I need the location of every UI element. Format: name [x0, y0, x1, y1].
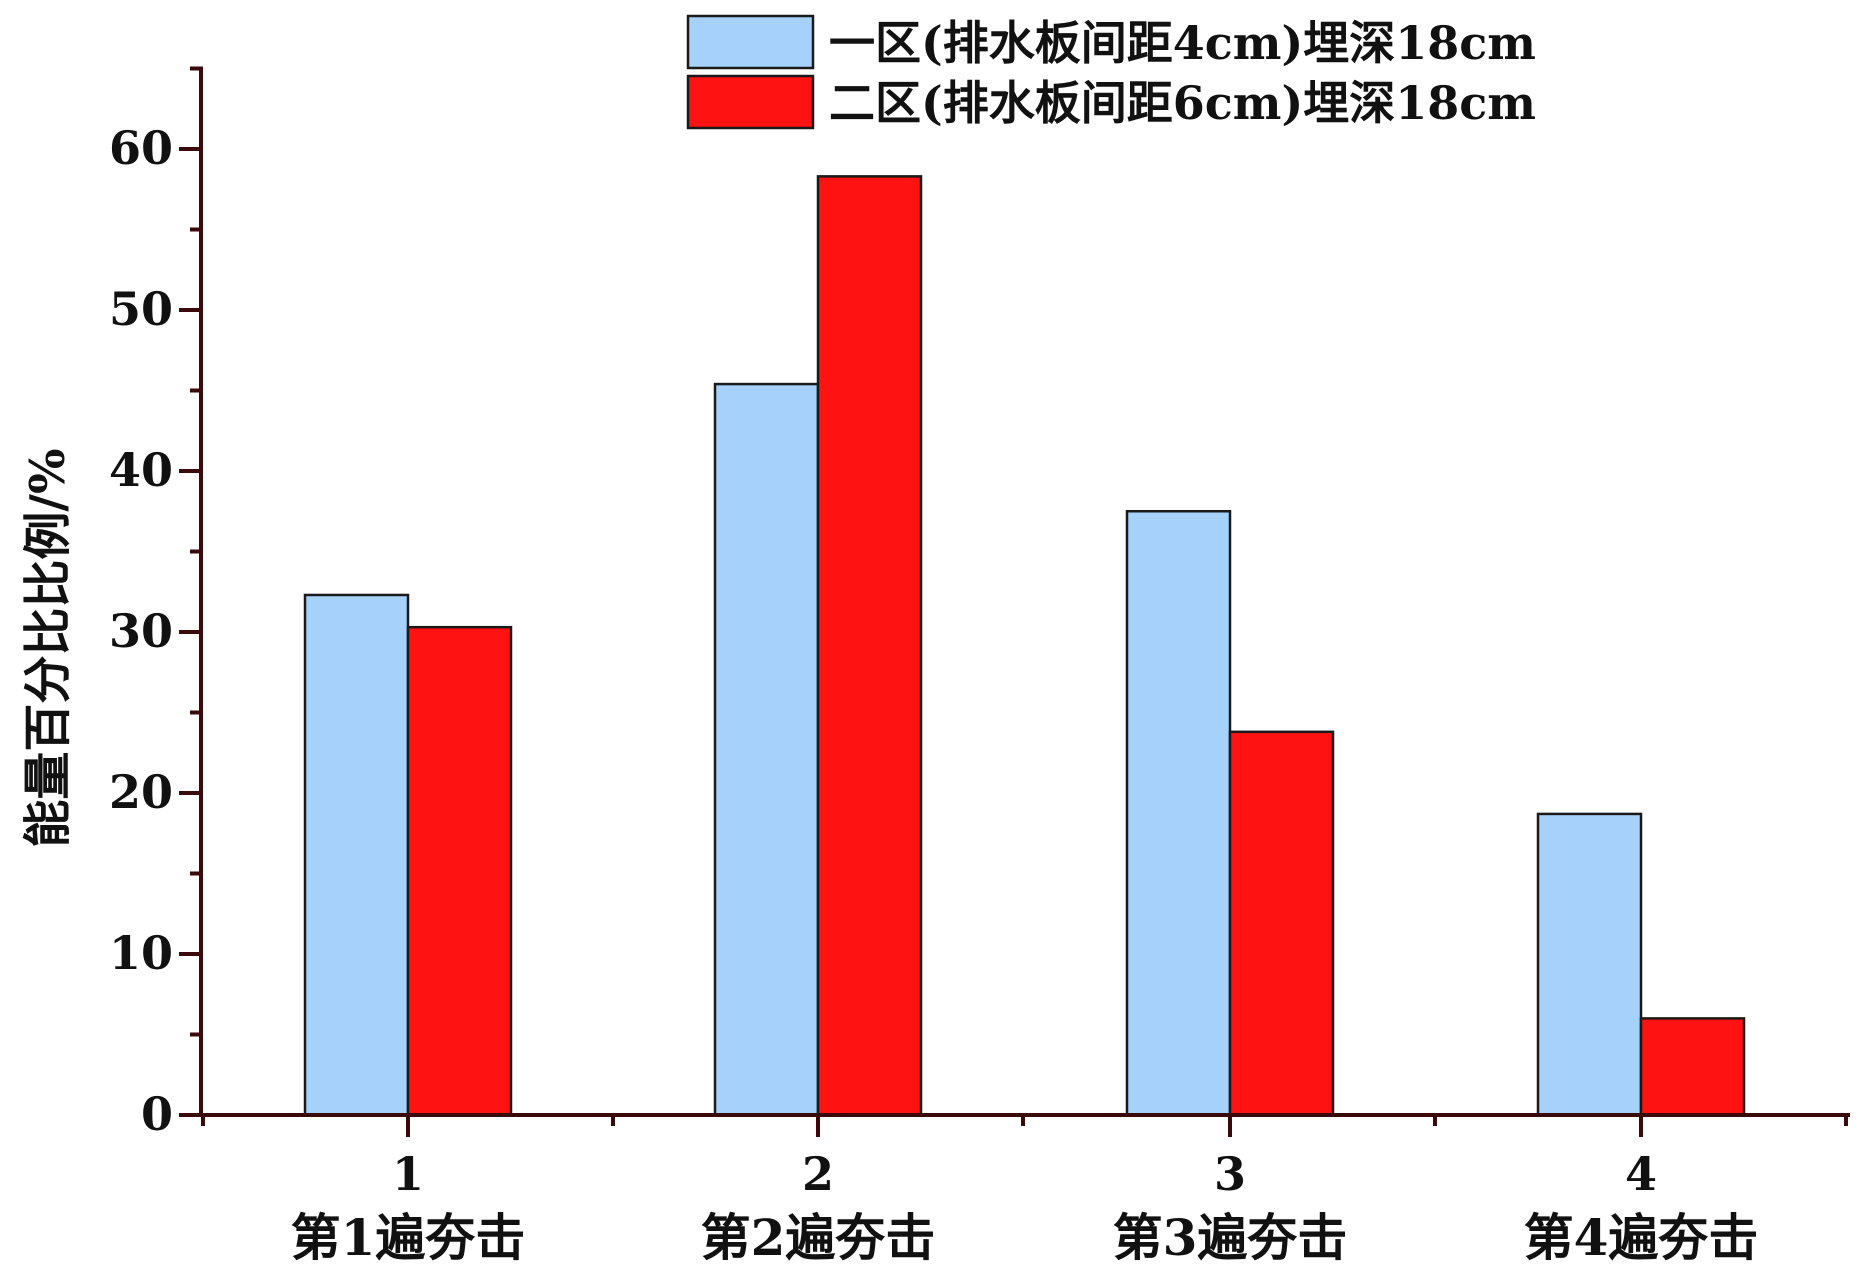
x-tick-sublabel: 第2遍夯击 — [701, 1208, 936, 1267]
legend-swatch-series2 — [686, 74, 815, 130]
axes-layer — [179, 66, 1850, 1137]
labels-layer: 0 10 20 30 40 50 60 1 第1遍夯击 2 第2遍夯击 3 第3遍夯击 4 第4遍夯击 能量百… — [20, 121, 1758, 1267]
y-tick-label: 10 — [109, 926, 173, 980]
y-tick-label: 50 — [109, 282, 173, 336]
x-tick-sublabel: 第4遍夯击 — [1524, 1208, 1759, 1267]
bar-series1-cat2 — [713, 382, 820, 1117]
bars-layer — [303, 175, 1746, 1117]
y-tick-label: 40 — [109, 443, 173, 497]
x-tick-label: 3 — [1214, 1147, 1246, 1201]
legend-swatch-series1 — [686, 14, 815, 70]
bar-series1-cat4 — [1536, 812, 1643, 1117]
legend-label-series2: 二区(排水板间距6cm)埋深18cm — [829, 76, 1536, 130]
legend: 一区(排水板间距4cm)埋深18cm 二区(排水板间距6cm)埋深18cm — [686, 14, 1536, 130]
y-tick-label: 0 — [141, 1087, 173, 1141]
x-tick-sublabel: 第1遍夯击 — [291, 1208, 526, 1267]
bar-series2-cat4 — [1639, 1017, 1746, 1117]
y-axis-title: 能量百分比比例/% — [20, 448, 76, 847]
x-tick-label: 2 — [802, 1147, 834, 1201]
bar-series1-cat3 — [1125, 510, 1232, 1117]
bar-series2-cat1 — [406, 625, 513, 1117]
y-tick-label: 60 — [109, 121, 173, 175]
bar-series1-cat1 — [303, 593, 410, 1117]
bar-series2-cat2 — [816, 175, 923, 1117]
y-tick-label: 30 — [109, 604, 173, 658]
x-tick-label: 1 — [392, 1147, 424, 1201]
x-tick-label: 4 — [1625, 1147, 1657, 1201]
y-tick-label: 20 — [109, 765, 173, 819]
legend-label-series1: 一区(排水板间距4cm)埋深18cm — [829, 16, 1536, 70]
x-tick-sublabel: 第3遍夯击 — [1113, 1208, 1348, 1267]
bar-series2-cat3 — [1228, 730, 1335, 1117]
